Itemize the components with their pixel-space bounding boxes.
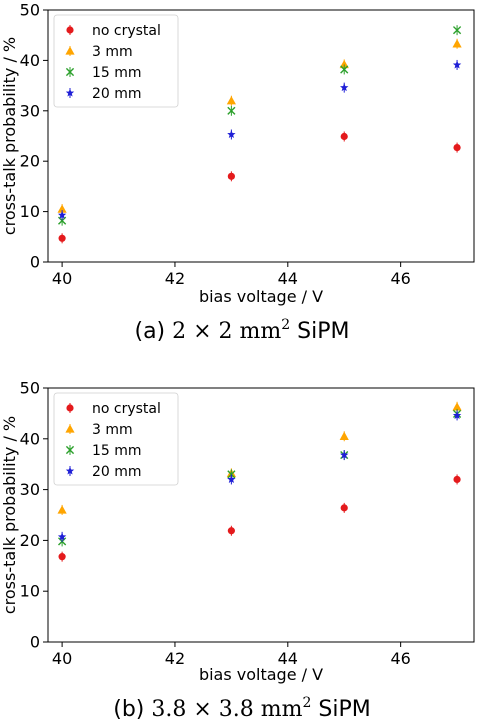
x-tick-label: 40 [52,269,72,288]
data-point [339,59,349,69]
legend-marker [65,424,75,433]
x-tick-label: 44 [278,649,298,668]
data-point [227,172,235,180]
x-tick-label: 40 [52,649,72,668]
data-point [452,26,462,35]
legend-marker [65,88,75,97]
data-point [227,527,235,535]
data-point [227,470,236,479]
data-point [452,402,462,411]
figure-caption: (b) 3.8 × 3.8 mm2 SiPM [113,695,371,722]
plot-frame [47,387,475,643]
data-point [452,60,462,69]
x-tick-label: 42 [165,269,185,288]
legend-frame [53,14,179,108]
series-20-mm [57,59,462,221]
figure-caption: (a) 2 × 2 mm2 SiPM [134,317,349,344]
data-point [339,431,349,440]
caption-suffix: SiPM [290,319,349,344]
x-tick-label: 46 [390,269,410,288]
x-tick-label: 42 [165,649,185,668]
data-point [57,204,67,213]
caption-superscript: 2 [281,317,290,333]
plot-frame [47,9,475,263]
data-point [57,532,67,541]
series-no-crystal [58,474,461,562]
data-point [340,65,349,74]
data-point [57,505,67,514]
data-point [58,234,66,242]
chart-panel-b: 40 42 44 46 0 10 20 30 40 50 bias voltage / V cross… [0,379,475,722]
y-tick-label: 30 [20,480,40,499]
data-point [452,411,462,419]
legend-marker [66,404,74,412]
y-tick-label: 10 [20,202,40,221]
x-tick-label: 44 [278,269,298,288]
series-20-mm [57,410,462,542]
data-point [58,553,66,561]
y-tick-label: 10 [20,582,40,601]
data-point [453,475,461,484]
data-point [226,96,236,105]
y-tick-label: 50 [20,1,40,20]
y-tick-label: 0 [30,633,40,652]
y-tick-label: 50 [20,379,40,398]
y-tick-label: 20 [20,152,40,171]
data-point [452,39,462,48]
data-point [227,106,236,115]
legend-label: 3 mm [92,422,133,438]
legend-marker [65,46,75,55]
x-tick-label: 46 [390,649,410,668]
legend-marker [65,67,75,77]
caption-prefix: (a) [134,319,172,344]
legend: no crystal 3 mm 15 mm 20 mm [53,14,179,108]
legend-marker [66,26,74,34]
data-point [57,210,67,219]
chart-panel-a: 40 42 44 46 0 10 20 30 40 50 bias voltage / V cross… [0,1,475,344]
caption-math: 3.8 × 3.8 mm [151,697,302,722]
caption-suffix: SiPM [311,697,370,722]
legend-label: 3 mm [92,44,133,60]
y-axis-label: cross-talk probability / % [0,37,19,235]
data-point [340,83,349,92]
caption-math: 2 × 2 mm [172,319,281,344]
y-tick-label: 40 [20,429,40,448]
y-tick-label: 30 [20,101,40,120]
y-axis-label: cross-talk probability / % [0,416,19,614]
caption-prefix: (b) [113,697,151,722]
data-point [227,475,236,483]
legend-label: no crystal [92,401,161,417]
legend: no crystal 3 mm 15 mm 20 mm [53,392,179,486]
data-point [453,143,461,152]
legend-label: 15 mm [92,443,142,459]
y-tick-label: 0 [30,253,40,272]
caption-superscript: 2 [303,695,312,711]
legend-label: no crystal [92,23,161,39]
legend-label: 15 mm [92,65,142,81]
legend-label: 20 mm [92,86,142,102]
legend-label: 20 mm [92,464,142,480]
y-tick-label: 40 [20,51,40,70]
x-axis-label: bias voltage / V [199,665,323,684]
series-no-crystal [58,131,461,244]
legend-marker [65,466,75,475]
data-point [340,132,348,141]
data-point [340,450,349,459]
x-axis-label: bias voltage / V [199,287,323,306]
data-point [227,130,236,139]
legend-frame [53,392,179,486]
legend-marker [65,445,75,455]
data-point [340,504,348,512]
y-tick-label: 20 [20,531,40,550]
